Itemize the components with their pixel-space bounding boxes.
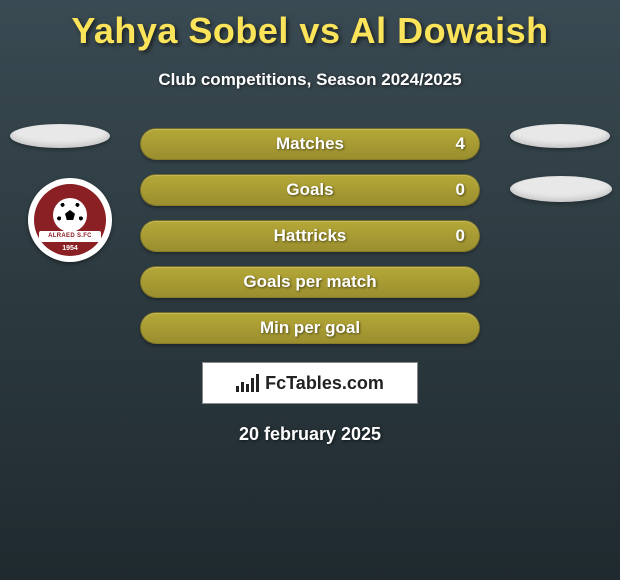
- date-text: 20 february 2025: [0, 424, 620, 445]
- stat-value: 0: [456, 180, 465, 200]
- stat-label: Goals: [286, 180, 333, 200]
- player-left-placeholder: [10, 124, 110, 148]
- stat-row-min-per-goal: Min per goal: [140, 312, 480, 344]
- club-badge-inner: ALRAED S.FC 1954: [34, 184, 106, 256]
- stat-label: Goals per match: [243, 272, 376, 292]
- player-right-placeholder: [510, 124, 610, 148]
- club-right-placeholder: [510, 176, 612, 202]
- stat-row-hattricks: Hattricks 0: [140, 220, 480, 252]
- brand-name: FcTables.com: [265, 373, 384, 394]
- stat-label: Matches: [276, 134, 344, 154]
- page-title: Yahya Sobel vs Al Dowaish: [0, 0, 620, 52]
- club-left-badge: ALRAED S.FC 1954: [28, 178, 112, 262]
- stat-row-goals-per-match: Goals per match: [140, 266, 480, 298]
- club-badge-year: 1954: [34, 245, 106, 252]
- soccer-ball-icon: [53, 198, 87, 232]
- bar-chart-icon: [236, 374, 259, 392]
- stat-row-goals: Goals 0: [140, 174, 480, 206]
- club-badge-text: ALRAED S.FC: [39, 231, 101, 242]
- stat-value: 4: [456, 134, 465, 154]
- stat-label: Min per goal: [260, 318, 360, 338]
- stat-value: 0: [456, 226, 465, 246]
- subtitle: Club competitions, Season 2024/2025: [0, 70, 620, 90]
- brand-box[interactable]: FcTables.com: [202, 362, 418, 404]
- stat-label: Hattricks: [274, 226, 347, 246]
- stat-row-matches: Matches 4: [140, 128, 480, 160]
